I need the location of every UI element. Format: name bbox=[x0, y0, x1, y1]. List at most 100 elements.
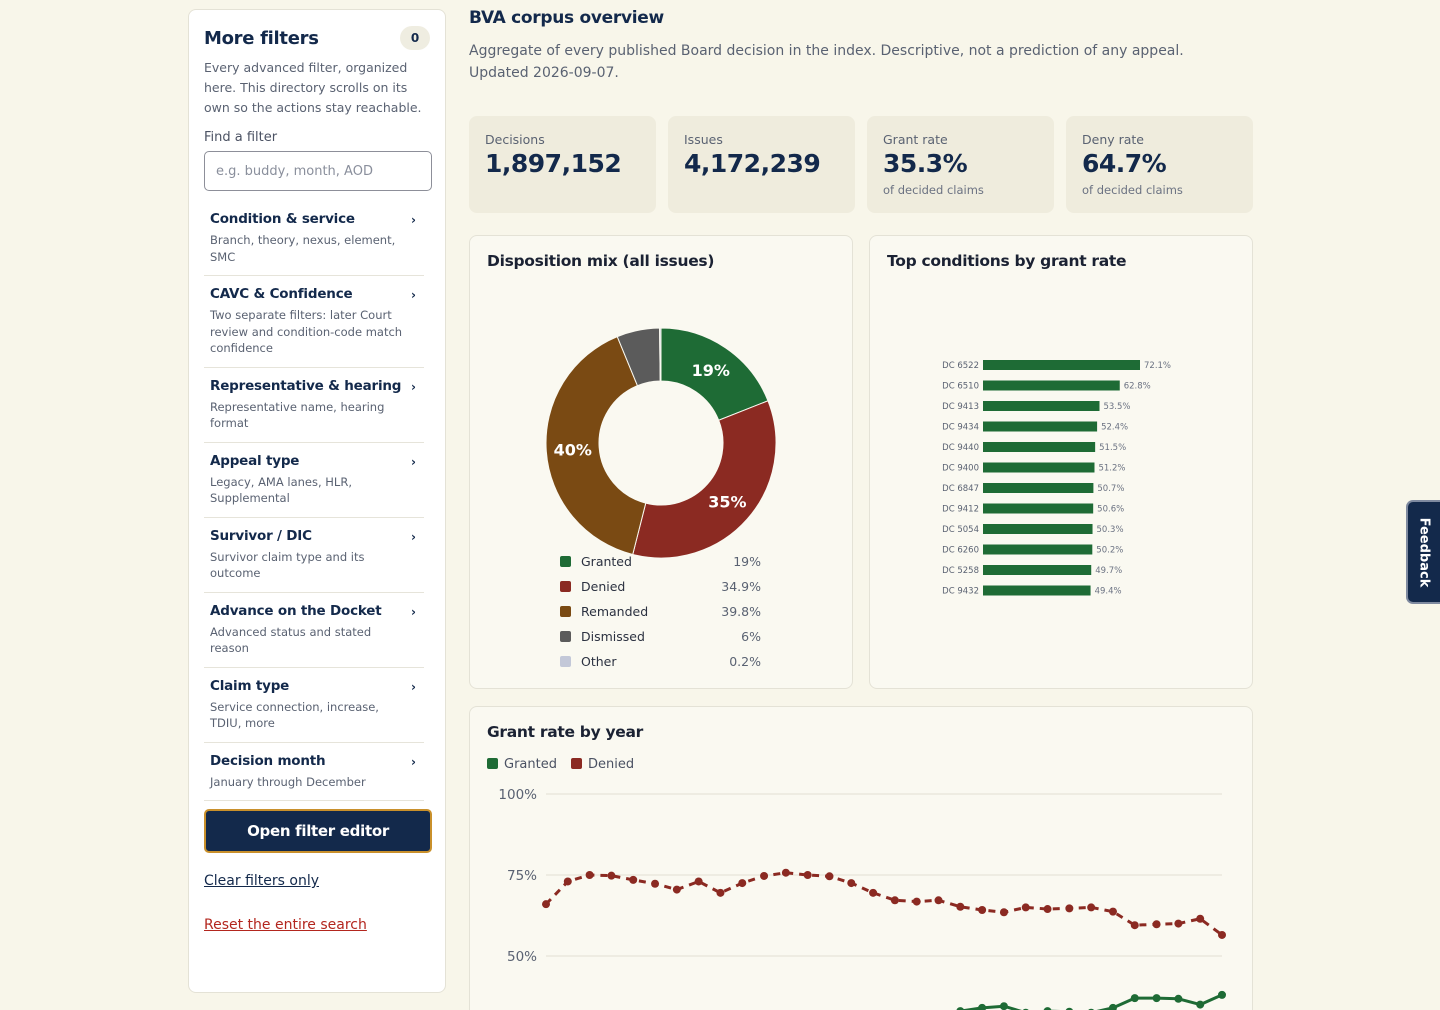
point-denied[interactable] bbox=[1218, 930, 1226, 939]
point-denied[interactable] bbox=[716, 888, 725, 897]
point-denied[interactable] bbox=[999, 908, 1008, 917]
legend-label: Remanded bbox=[581, 604, 649, 619]
sidebar-header: More filters 0 bbox=[204, 26, 430, 50]
bar-dc-5258[interactable] bbox=[983, 565, 1092, 575]
point-denied[interactable] bbox=[607, 871, 616, 880]
legend-label: Denied bbox=[587, 757, 635, 772]
find-filter-input[interactable] bbox=[204, 151, 432, 191]
point-denied[interactable] bbox=[956, 902, 965, 911]
bar-dc-6260[interactable] bbox=[983, 544, 1093, 555]
filter-category-description: January through December bbox=[210, 774, 366, 789]
open-filter-editor-button[interactable]: Open filter editor bbox=[204, 809, 432, 853]
active-filter-count-badge: 0 bbox=[400, 26, 430, 50]
filter-category-item[interactable]: Survivor / DIC Survivor claim type and it… bbox=[204, 518, 424, 593]
clear-filters-link[interactable]: Clear filters only bbox=[204, 873, 319, 889]
filter-category-title: Representative & hearing bbox=[210, 377, 402, 394]
point-granted[interactable] bbox=[1218, 990, 1226, 999]
bar-category-label: DC 9412 bbox=[942, 505, 979, 515]
point-denied[interactable] bbox=[781, 868, 790, 877]
filter-category-item[interactable]: Decision month January through December › bbox=[204, 743, 424, 801]
chevron-right-icon: › bbox=[411, 604, 416, 619]
point-granted[interactable] bbox=[1043, 1007, 1052, 1010]
point-denied[interactable] bbox=[629, 875, 638, 884]
bar-dc-9400[interactable] bbox=[983, 462, 1095, 473]
grant-rate-by-year-card: Grant rate by year Granted Denied 100% 75… bbox=[469, 706, 1253, 1010]
point-granted[interactable] bbox=[1196, 1000, 1205, 1009]
bar-dc-9432[interactable] bbox=[983, 585, 1091, 596]
filter-category-description: Representative name, hearing format bbox=[210, 399, 385, 431]
bar-dc-5054[interactable] bbox=[983, 524, 1093, 534]
point-granted[interactable] bbox=[1130, 994, 1139, 1003]
point-denied[interactable] bbox=[1087, 903, 1096, 912]
filter-category-item[interactable]: Claim type Service connection, increase, … bbox=[204, 668, 424, 743]
point-denied[interactable] bbox=[1174, 919, 1183, 928]
stat-value: 1,897,152 bbox=[485, 149, 622, 178]
point-denied[interactable] bbox=[847, 879, 856, 888]
stat-note: of decided claims bbox=[883, 183, 984, 197]
page-subtitle: Aggregate of every published Board decis… bbox=[469, 43, 1184, 81]
point-denied[interactable] bbox=[563, 877, 572, 886]
point-denied[interactable] bbox=[1130, 921, 1139, 930]
point-denied[interactable] bbox=[1065, 904, 1074, 913]
filter-category-item[interactable]: Advance on the Docket Advanced status and… bbox=[204, 593, 424, 668]
stat-card-issues: Issues 4,172,239 bbox=[668, 116, 855, 213]
point-granted[interactable] bbox=[1152, 994, 1161, 1003]
point-denied[interactable] bbox=[1108, 907, 1117, 916]
bar-category-label: DC 9413 bbox=[942, 402, 979, 412]
point-denied[interactable] bbox=[760, 871, 769, 880]
bar-category-label: DC 9400 bbox=[942, 464, 979, 474]
point-denied[interactable] bbox=[890, 896, 899, 905]
donut-slice-denied[interactable] bbox=[632, 400, 777, 559]
point-denied[interactable] bbox=[1021, 903, 1030, 912]
bar-dc-6847[interactable] bbox=[983, 483, 1094, 493]
bar-dc-9440[interactable] bbox=[983, 442, 1096, 452]
point-granted[interactable] bbox=[978, 1003, 987, 1010]
legend-item: Remanded 39.8% bbox=[560, 604, 761, 619]
donut-slice-other[interactable] bbox=[659, 327, 662, 382]
point-denied[interactable] bbox=[651, 879, 660, 888]
filter-category-item[interactable]: Appeal type Legacy, AMA lanes, HLR, Suppl… bbox=[204, 443, 424, 518]
point-denied[interactable] bbox=[1152, 920, 1161, 929]
point-denied[interactable] bbox=[694, 877, 703, 886]
point-denied[interactable] bbox=[542, 900, 550, 909]
feedback-label: Feedback bbox=[1416, 517, 1432, 587]
filter-category-item[interactable]: Condition & service Branch, theory, nexus… bbox=[204, 201, 424, 276]
point-granted[interactable] bbox=[1174, 994, 1183, 1003]
bar-value-label: 50.6% bbox=[1097, 505, 1124, 515]
filter-category-description: Two separate filters: later Court review… bbox=[210, 308, 403, 355]
point-denied[interactable] bbox=[1043, 905, 1052, 914]
point-denied[interactable] bbox=[934, 896, 943, 905]
point-denied[interactable] bbox=[738, 879, 747, 888]
bar-value-label: 50.7% bbox=[1097, 484, 1124, 494]
point-granted[interactable] bbox=[999, 1002, 1008, 1010]
point-granted[interactable] bbox=[956, 1007, 965, 1010]
point-denied[interactable] bbox=[585, 871, 594, 879]
point-granted[interactable] bbox=[1108, 1003, 1117, 1010]
filter-category-item[interactable]: CAVC & Confidence Two separate filters: l… bbox=[204, 276, 424, 368]
donut-slice-remanded[interactable] bbox=[545, 335, 647, 556]
bar-category-label: DC 5258 bbox=[942, 566, 979, 576]
point-granted[interactable] bbox=[1065, 1007, 1073, 1010]
bar-dc-6522[interactable] bbox=[983, 360, 1140, 370]
point-denied[interactable] bbox=[672, 885, 681, 894]
point-denied[interactable] bbox=[825, 872, 834, 881]
point-denied[interactable] bbox=[869, 888, 878, 897]
disposition-donut-chart: 19% 35% 40% bbox=[545, 327, 777, 559]
filter-category-item[interactable]: Representative & hearing Representative n… bbox=[204, 368, 424, 443]
bar-dc-9413[interactable] bbox=[983, 401, 1100, 411]
legend-value: 0.2% bbox=[729, 654, 761, 669]
reset-search-link[interactable]: Reset the entire search bbox=[204, 917, 367, 933]
y-tick-label: 75% bbox=[507, 868, 537, 884]
point-denied[interactable] bbox=[803, 871, 812, 879]
feedback-tab[interactable]: Feedback bbox=[1406, 500, 1440, 604]
legend-value: 6% bbox=[741, 629, 761, 644]
point-denied[interactable] bbox=[978, 905, 987, 914]
point-denied[interactable] bbox=[1196, 914, 1205, 923]
filters-sidebar: More filters 0 Every advanced filter, or… bbox=[188, 9, 446, 993]
bar-dc-6510[interactable] bbox=[983, 380, 1120, 391]
bar-dc-9412[interactable] bbox=[983, 503, 1094, 514]
point-denied[interactable] bbox=[912, 897, 921, 906]
legend-label: Other bbox=[581, 654, 617, 669]
bar-dc-9434[interactable] bbox=[983, 421, 1098, 432]
sidebar-title: More filters bbox=[204, 27, 319, 49]
